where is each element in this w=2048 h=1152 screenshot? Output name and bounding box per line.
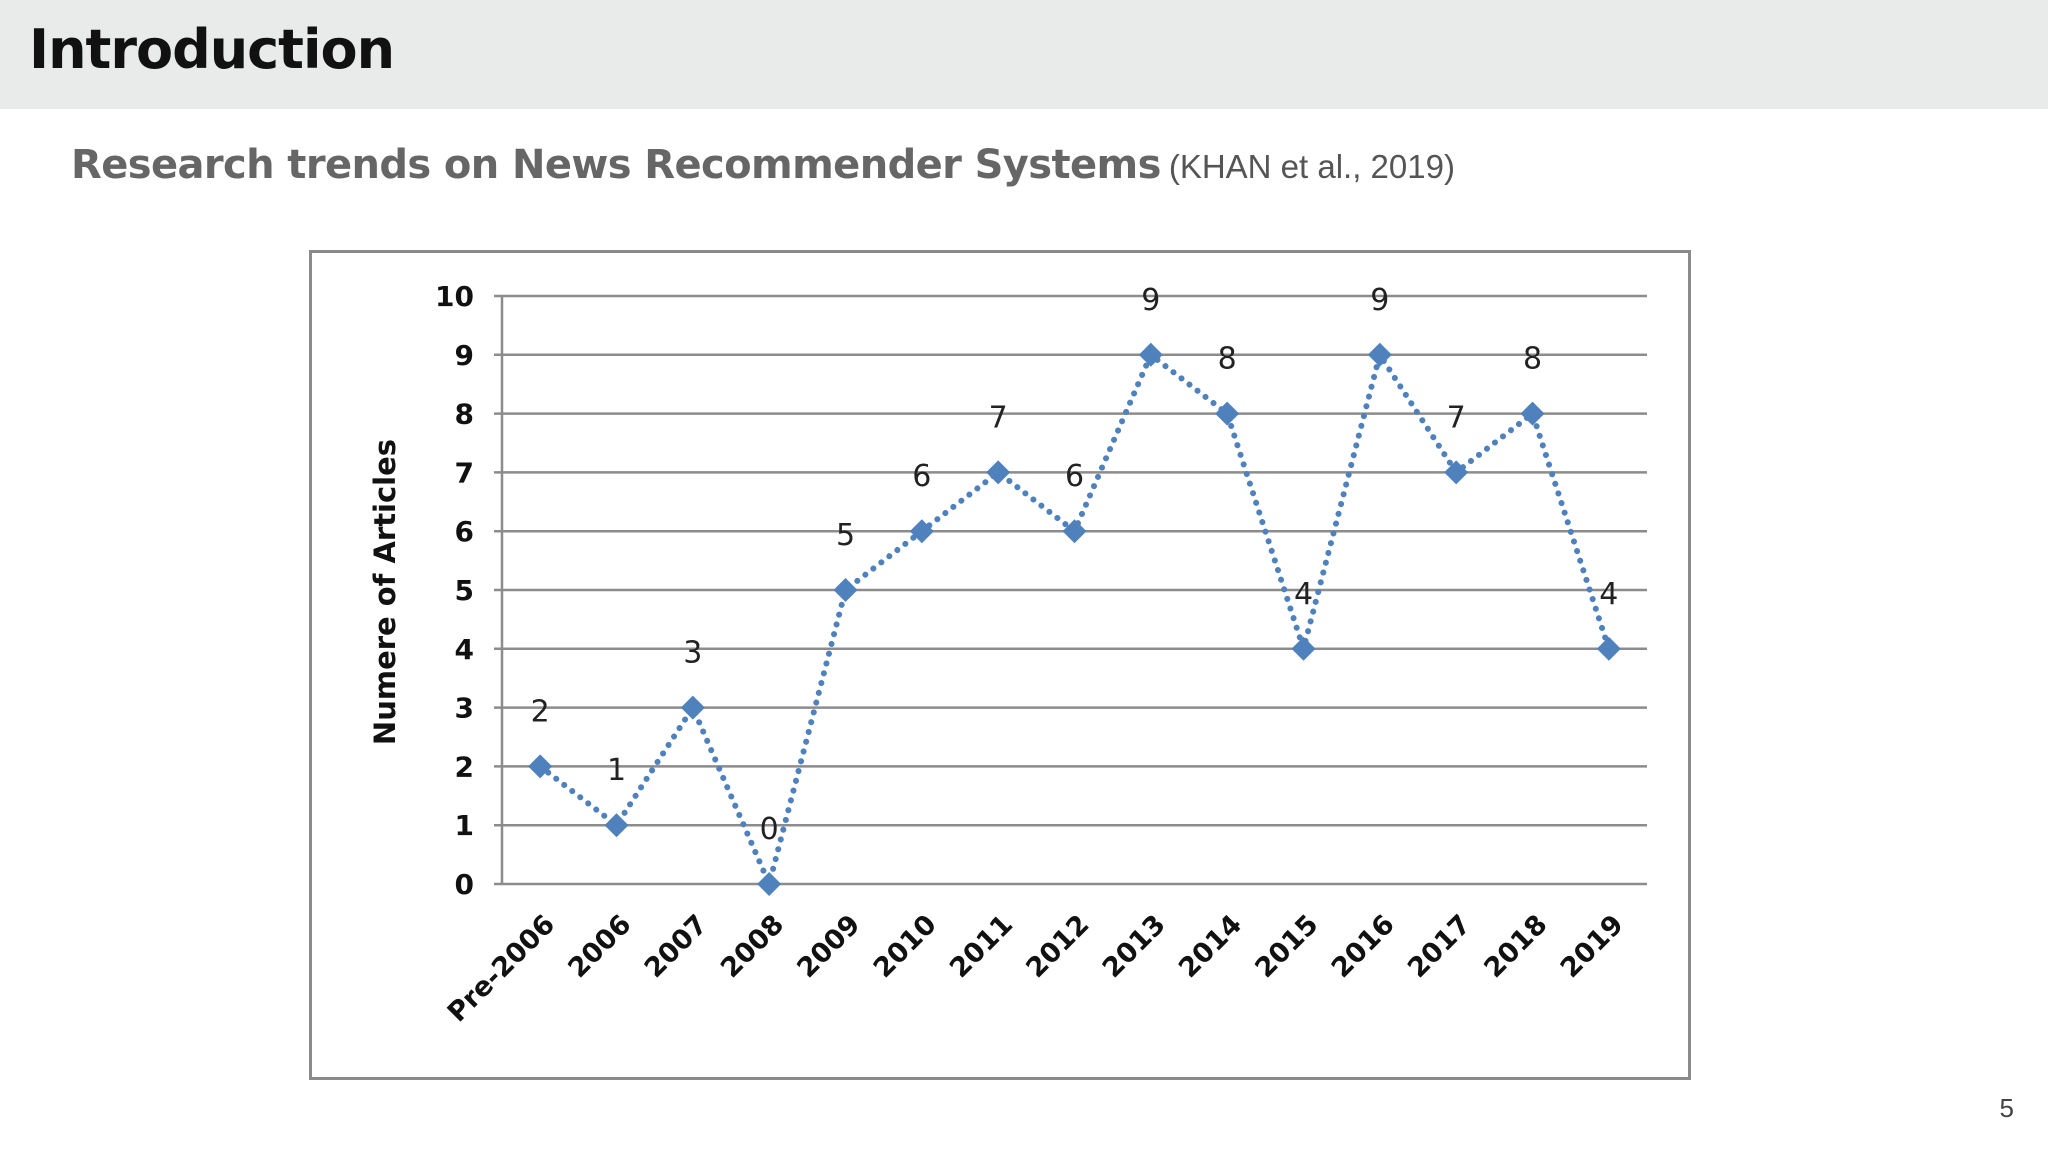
page-number: 5 (1999, 1093, 2014, 1123)
data-point (1138, 342, 1163, 367)
y-tick-label: 7 (455, 456, 474, 489)
data-label: 2 (531, 694, 550, 729)
data-label: 1 (607, 753, 626, 788)
data-point (1291, 636, 1316, 661)
x-tick-label: 2017 (1402, 909, 1477, 984)
data-point (604, 813, 629, 838)
data-point (680, 695, 705, 720)
data-label: 0 (760, 812, 779, 847)
data-label: 8 (1523, 342, 1542, 377)
data-label: 7 (1447, 400, 1466, 435)
data-label: 5 (836, 518, 855, 553)
data-label: 4 (1599, 577, 1618, 612)
x-tick-label: 2015 (1249, 909, 1324, 984)
y-tick-label: 5 (455, 574, 474, 607)
x-tick-label: 2007 (639, 909, 714, 984)
x-tick-label: 2016 (1326, 909, 1401, 984)
y-tick-label: 3 (455, 692, 474, 725)
data-point (757, 872, 782, 896)
data-point (909, 519, 934, 544)
data-label: 9 (1141, 283, 1160, 318)
y-tick-label: 6 (455, 515, 474, 548)
chart-frame: 0 1 2 3 4 5 6 7 8 9 10 Numere of Articles 2 1 3 0 5 6 7 6 9 8… (309, 250, 1691, 1080)
header-bar (0, 0, 2048, 109)
data-label: 6 (1065, 459, 1084, 494)
x-tick-label: 2010 (868, 909, 943, 984)
data-label: 6 (912, 459, 931, 494)
y-tick-label: 0 (455, 868, 474, 901)
y-axis-title: Numere of Articles (368, 439, 402, 745)
slide-title: Introduction (29, 18, 395, 81)
y-tick-label: 9 (455, 339, 474, 372)
data-label: 8 (1218, 342, 1237, 377)
data-label: 3 (683, 636, 702, 671)
data-point (833, 578, 858, 602)
line-chart: 0 1 2 3 4 5 6 7 8 9 10 Numere of Articles 2 1 3 0 5 6 7 6 9 8… (368, 280, 1647, 1028)
x-tick-label: 2012 (1020, 909, 1095, 984)
slide-subtitle: Research trends on News Recommender Syst… (71, 142, 1455, 188)
x-tick-label: Pre-2006 (442, 909, 561, 1028)
y-tick-label: 4 (455, 633, 474, 666)
data-point (1596, 636, 1621, 661)
x-tick-label: 2018 (1478, 909, 1553, 984)
y-tick-label: 10 (435, 280, 474, 313)
data-label: 4 (1294, 577, 1313, 612)
x-tick-label: 2009 (791, 909, 866, 984)
x-tick-label: 2006 (562, 909, 637, 984)
data-point (528, 754, 553, 779)
x-tick-label: 2014 (1173, 909, 1248, 984)
data-point (986, 460, 1011, 485)
data-point (1215, 401, 1240, 426)
x-tick-label: 2008 (715, 909, 790, 984)
y-tick-label: 2 (455, 750, 474, 783)
citation-text: (KHAN et al., 2019) (1168, 148, 1455, 185)
data-point (1062, 519, 1087, 544)
x-tick-label: 2011 (944, 909, 1019, 984)
x-tick-label: 2013 (1097, 909, 1172, 984)
data-label: 7 (989, 400, 1008, 435)
subtitle-text: Research trends on News Recommender Syst… (71, 142, 1161, 188)
data-point (1444, 460, 1469, 485)
y-tick-label: 8 (455, 398, 474, 431)
x-tick-label: 2019 (1555, 909, 1630, 984)
data-point (1520, 401, 1545, 426)
data-label: 9 (1370, 283, 1389, 318)
data-point (1367, 342, 1392, 367)
y-tick-label: 1 (455, 809, 474, 842)
